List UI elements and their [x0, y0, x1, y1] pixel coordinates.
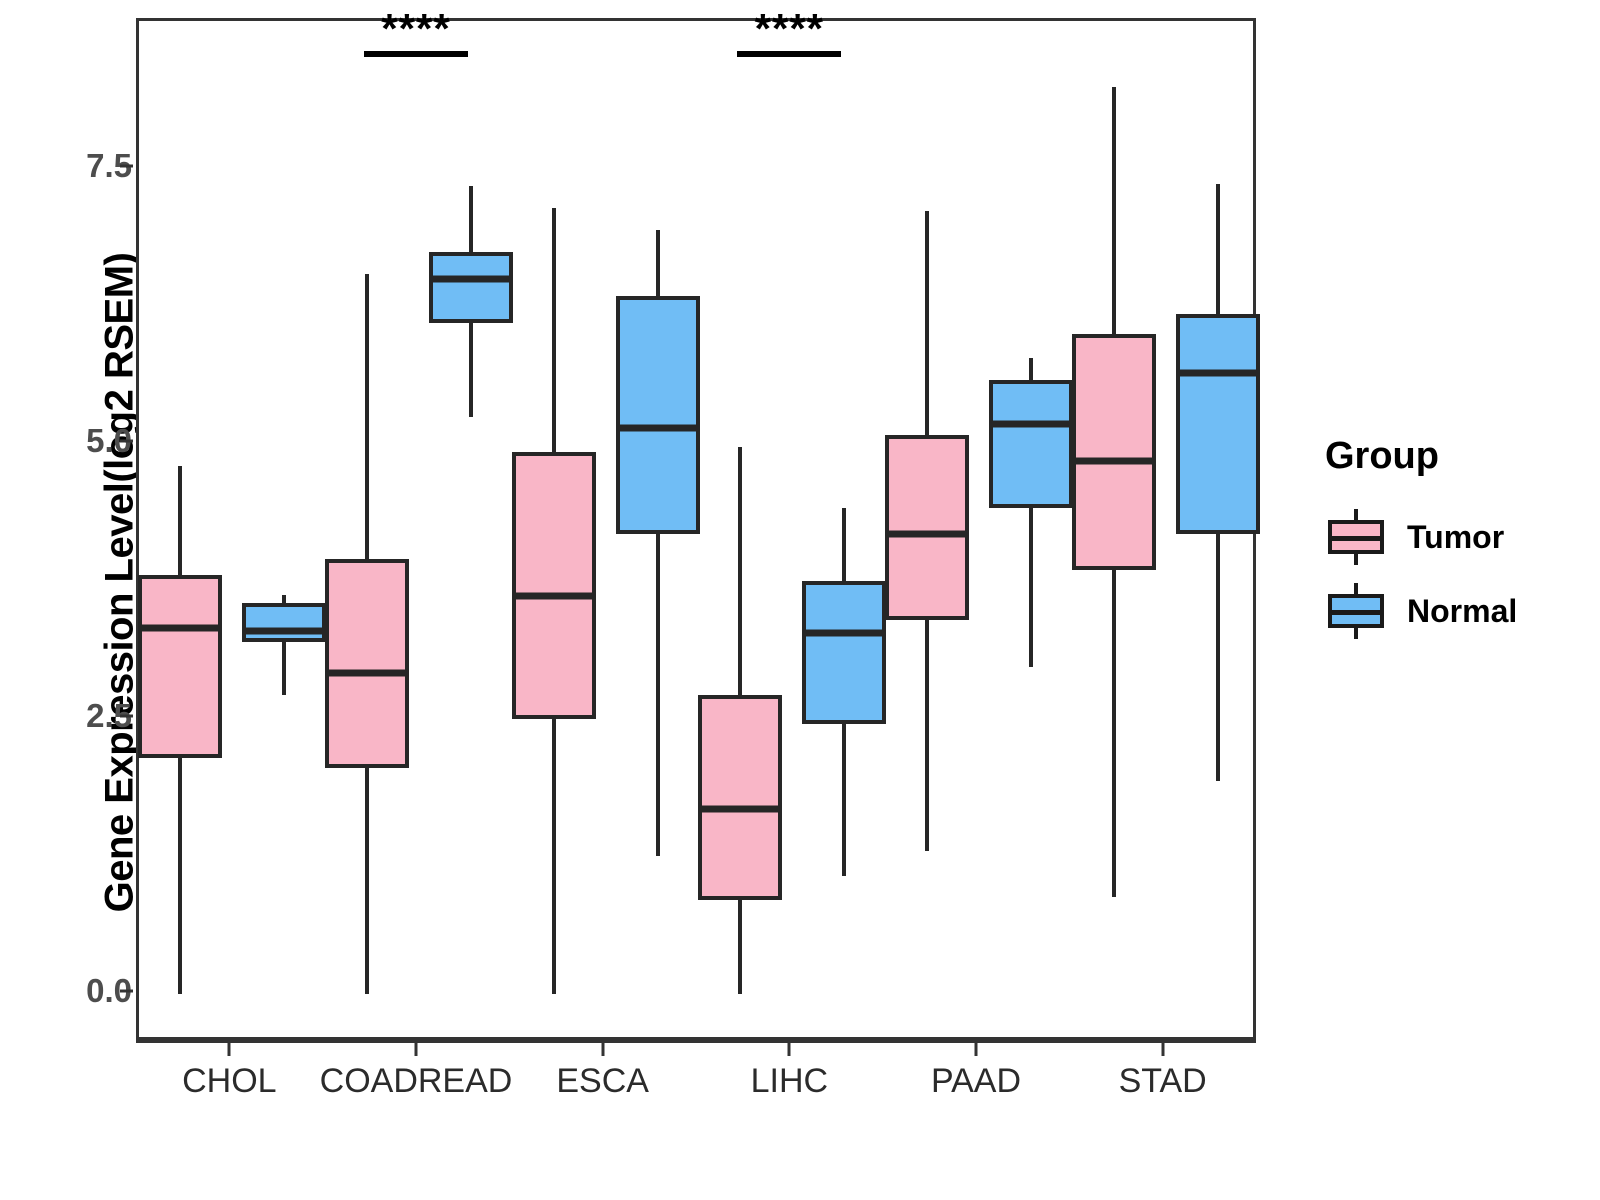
x-tick-label: PAAD: [930, 1062, 1022, 1100]
significance-annotation: ****: [737, 1, 842, 57]
box-median-line: [242, 627, 327, 635]
x-tick-label: CHOL: [182, 1062, 277, 1100]
x-tick-label: COADREAD: [319, 1062, 513, 1100]
plot-area: [138, 21, 1260, 1037]
x-tick-mark: [414, 1043, 418, 1056]
y-tick-mark: [120, 164, 133, 168]
legend-item-tumor[interactable]: Tumor: [1325, 506, 1590, 568]
box-tumor-lihc: [698, 694, 783, 901]
y-tick-mark: [120, 439, 133, 443]
box-tumor-coadread: [325, 559, 409, 769]
significance-stars: ****: [754, 4, 825, 52]
x-axis-line: [136, 1040, 1256, 1043]
x-tick-mark: [787, 1043, 791, 1056]
box-median-line: [325, 669, 409, 677]
box-median-line: [138, 624, 223, 632]
x-tick-label: ESCA: [556, 1062, 649, 1100]
box-median-line: [885, 530, 969, 538]
x-tick-label: STAD: [1118, 1062, 1207, 1100]
significance-bar: [364, 50, 468, 57]
box-whisker: [1029, 358, 1033, 668]
legend-items: Tumor Normal: [1325, 506, 1590, 642]
legend-key-icon: [1325, 583, 1387, 639]
box-median-line: [615, 424, 700, 432]
x-tick-mark: [227, 1043, 231, 1056]
legend-label: Tumor: [1407, 518, 1505, 555]
legend: Group Tumor Normal: [1325, 435, 1590, 654]
y-axis-tick-marks: [120, 0, 134, 1200]
box-tumor-esca: [511, 451, 596, 719]
box-whisker: [655, 229, 660, 857]
box-whisker: [282, 594, 287, 695]
box-normal-coadread: [429, 251, 513, 324]
box-tumor-stad: [1071, 334, 1156, 571]
significance-stars: ****: [381, 4, 451, 52]
plot-panel: [136, 18, 1260, 1040]
y-tick-mark: [120, 989, 133, 993]
box-median-line: [989, 420, 1073, 428]
box-median-line: [1071, 457, 1156, 465]
box-normal-chol: [242, 603, 327, 642]
x-tick-mark: [974, 1043, 978, 1056]
legend-item-normal[interactable]: Normal: [1325, 580, 1590, 642]
box-tumor-paad: [885, 435, 969, 620]
box-tumor-chol: [138, 574, 223, 759]
legend-label: Normal: [1407, 592, 1518, 629]
box-normal-lihc: [802, 581, 887, 725]
box-normal-esca: [615, 295, 700, 535]
x-tick-mark: [1161, 1043, 1165, 1056]
box-median-line: [802, 629, 887, 637]
legend-title: Group: [1325, 435, 1439, 477]
x-tick-label: LIHC: [750, 1062, 829, 1100]
x-tick-mark: [601, 1043, 605, 1056]
box-median-line: [429, 275, 513, 283]
legend-key-icon: [1325, 509, 1387, 565]
box-median-line: [1175, 369, 1260, 377]
significance-bar: [737, 50, 842, 57]
box-median-line: [511, 592, 596, 600]
box-normal-paad: [989, 380, 1073, 508]
significance-annotation: ****: [364, 1, 468, 57]
y-tick-mark: [120, 714, 133, 718]
box-normal-stad: [1175, 314, 1260, 535]
box-median-line: [698, 805, 783, 813]
